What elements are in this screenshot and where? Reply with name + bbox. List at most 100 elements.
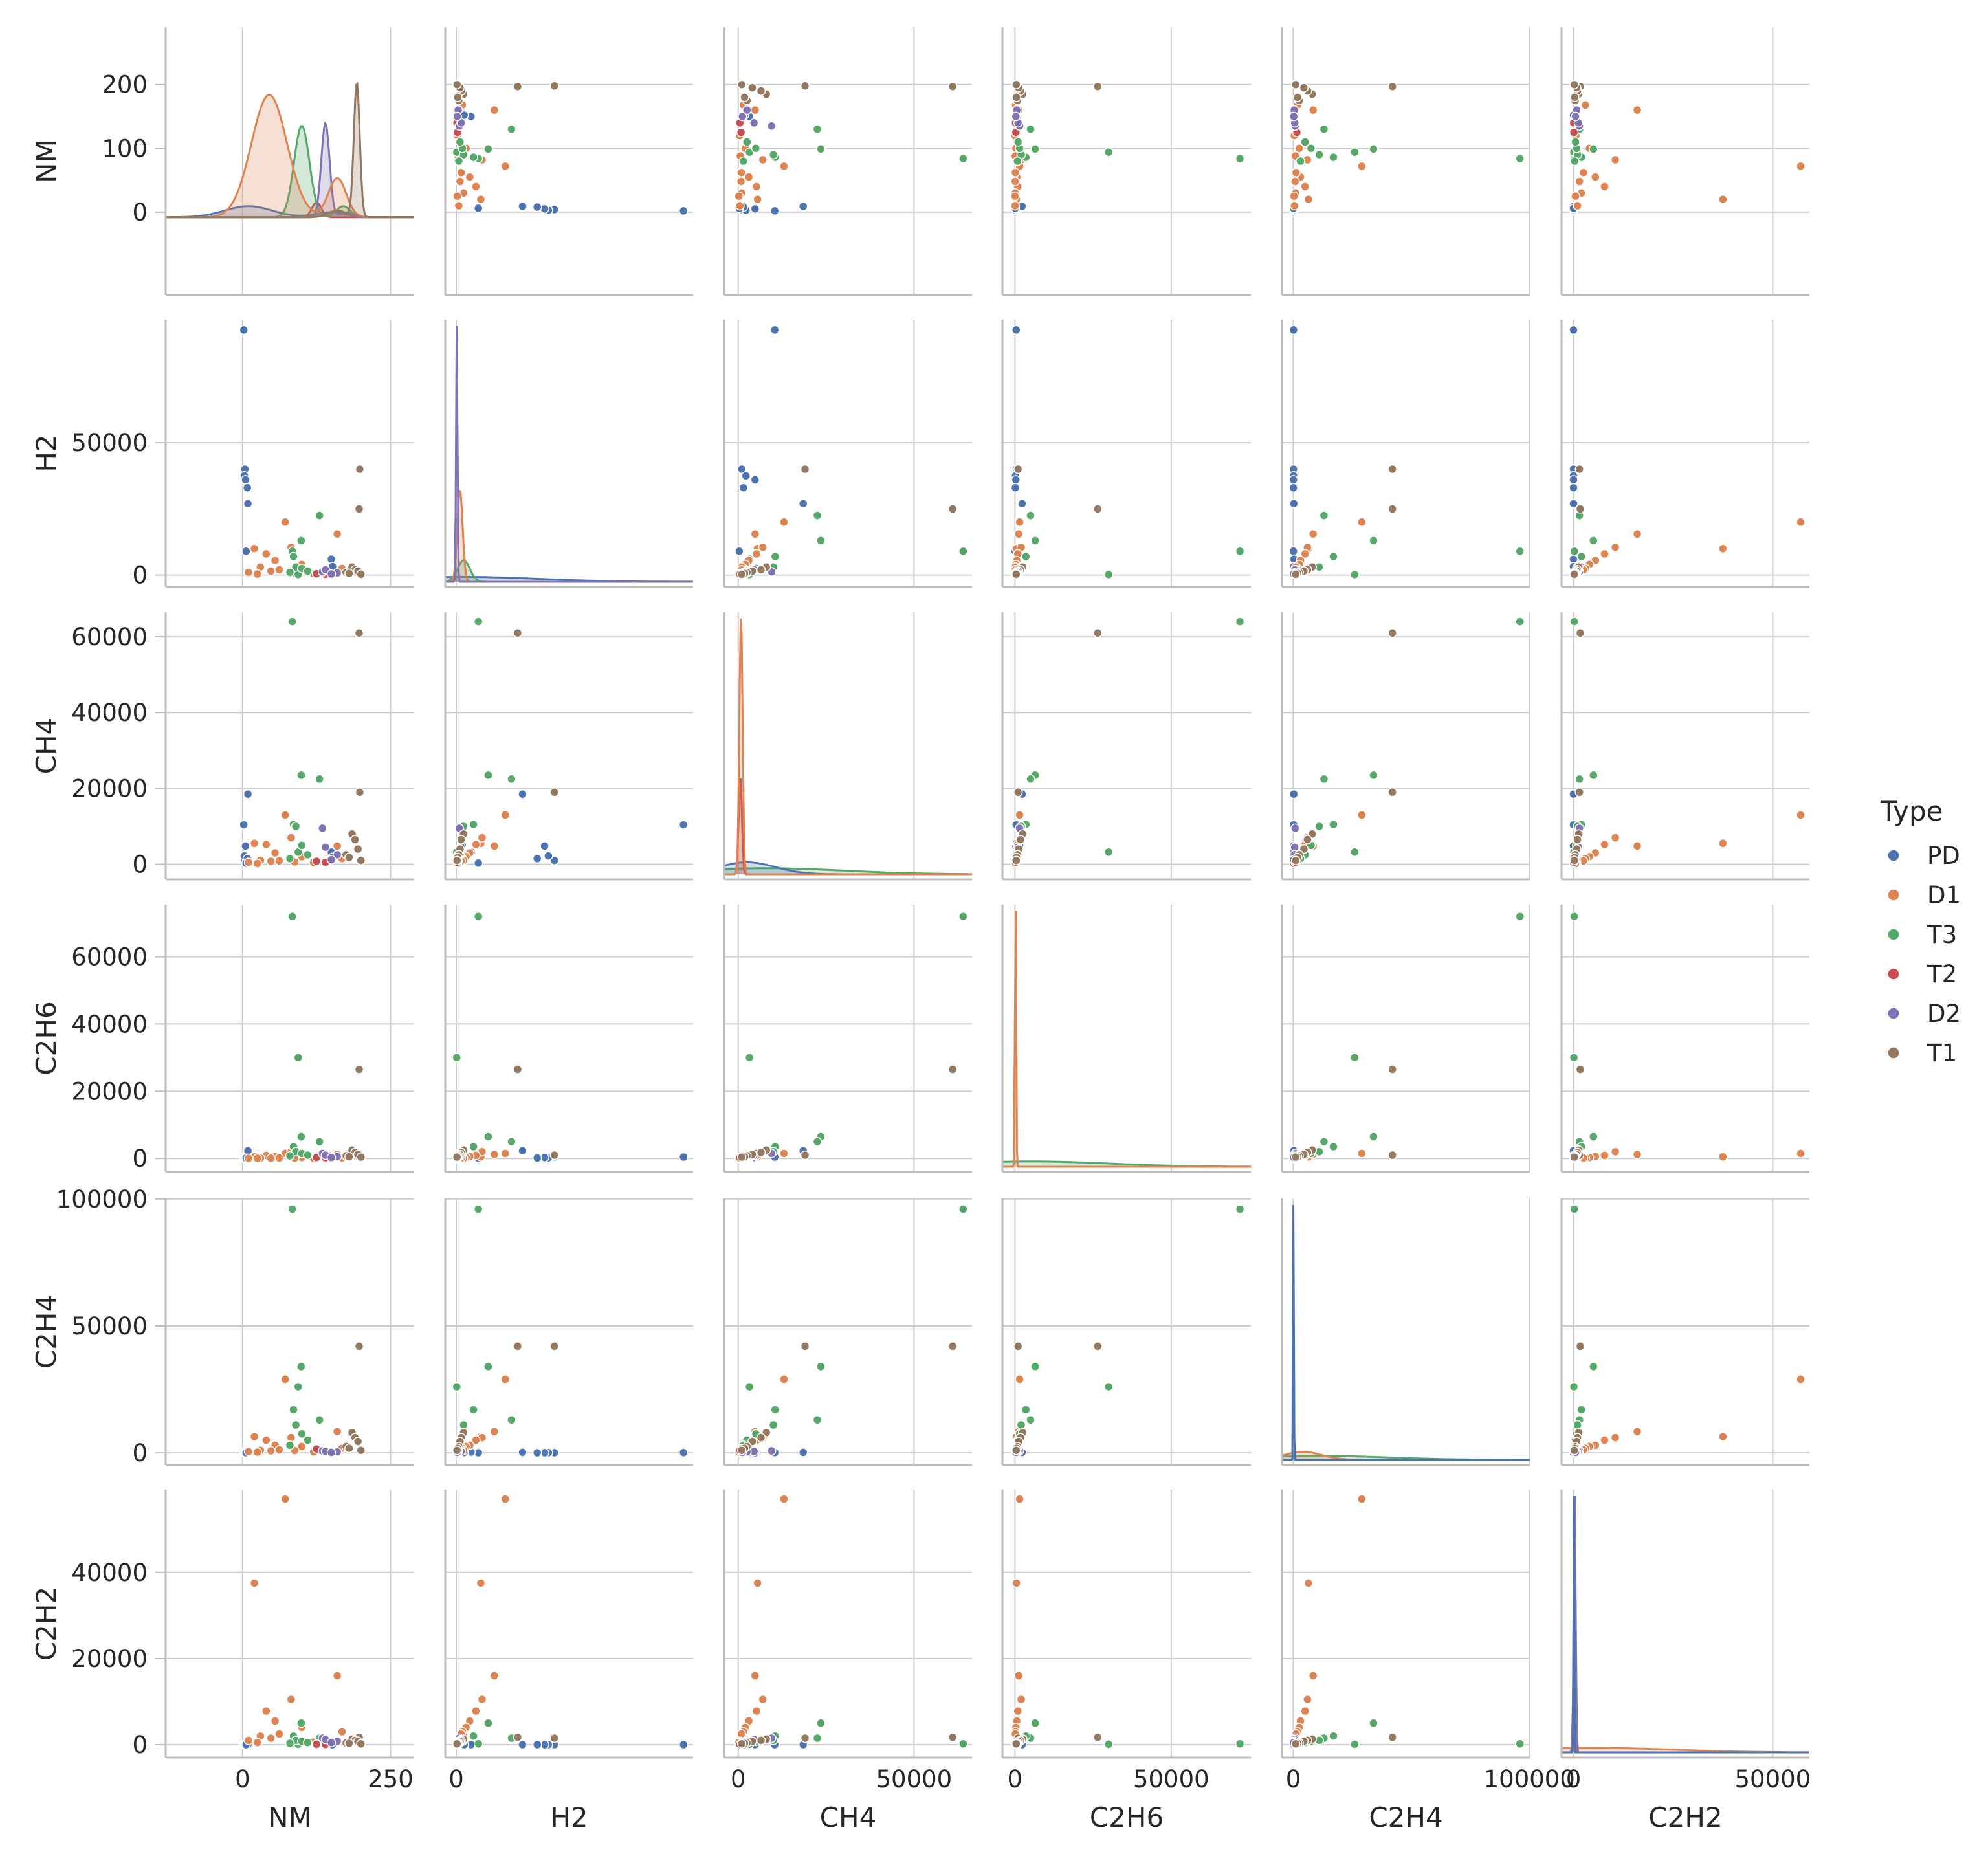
panel-NM-vs-NM xyxy=(164,27,414,296)
point-D1 xyxy=(1718,839,1728,848)
point-T1 xyxy=(344,1738,354,1749)
point-T3 xyxy=(1026,774,1035,784)
ytick-label-CH4: 40000 xyxy=(71,699,148,727)
point-D1 xyxy=(1610,833,1620,843)
point-T3 xyxy=(958,911,968,921)
point-T2 xyxy=(1569,127,1579,137)
point-T3 xyxy=(1569,546,1579,557)
point-T3 xyxy=(296,1362,306,1372)
point-D1 xyxy=(1013,1671,1024,1681)
point-T3 xyxy=(285,1151,295,1161)
panel-C2H6-vs-C2H2 xyxy=(1560,905,1809,1173)
xlabel-C2H4: C2H4 xyxy=(1369,1802,1442,1833)
panel-CH4-vs-C2H4 xyxy=(1281,612,1530,881)
point-T1 xyxy=(736,80,747,89)
point-T1 xyxy=(1575,1065,1585,1074)
point-D1 xyxy=(452,191,462,201)
panel-C2H2-vs-C2H2 xyxy=(1560,1490,1809,1759)
point-D1 xyxy=(274,856,284,866)
point-T3 xyxy=(768,149,779,160)
point-T3 xyxy=(958,1204,968,1214)
point-T1 xyxy=(756,1147,766,1158)
point-D1 xyxy=(750,105,760,115)
point-D1 xyxy=(1308,105,1318,115)
point-D1 xyxy=(337,1727,347,1737)
point-T1 xyxy=(756,86,766,96)
point-T3 xyxy=(1576,1405,1587,1415)
point-D1 xyxy=(266,566,276,576)
point-T1 xyxy=(736,569,747,579)
point-D1 xyxy=(1013,529,1024,539)
point-D1 xyxy=(779,161,789,171)
point-T1 xyxy=(1290,1739,1301,1749)
kde-fill-D1 xyxy=(724,619,972,874)
kde-line-D2 xyxy=(445,326,693,583)
point-T3 xyxy=(1030,1718,1040,1728)
xtick-label-C2H4: 100000 xyxy=(1484,1765,1575,1793)
point-T3 xyxy=(1235,546,1245,557)
point-D1 xyxy=(779,1374,789,1384)
ytick-label-CH4: 60000 xyxy=(71,623,148,651)
point-T1 xyxy=(1573,835,1582,844)
point-T3 xyxy=(816,144,826,154)
point-T1 xyxy=(1574,788,1584,797)
point-T3 xyxy=(1300,137,1310,147)
point-T3 xyxy=(483,770,493,780)
point-T1 xyxy=(456,835,466,844)
point-T3 xyxy=(1569,1382,1579,1392)
ytick-label-C2H2: 0 xyxy=(132,1731,148,1759)
xtick-label-NM: 0 xyxy=(235,1765,250,1793)
point-T1 xyxy=(513,82,523,91)
point-D1 xyxy=(1357,1149,1367,1158)
point-T1 xyxy=(344,852,354,863)
panel-C2H2-vs-NM xyxy=(164,1490,414,1759)
point-PD xyxy=(750,204,760,214)
xlabel-C2H6: C2H6 xyxy=(1090,1802,1164,1833)
point-D1 xyxy=(243,1153,254,1164)
point-T1 xyxy=(356,1152,366,1162)
point-T1 xyxy=(1387,1065,1397,1074)
panel-H2-vs-NM xyxy=(164,320,414,588)
point-PD xyxy=(1569,475,1578,485)
point-D1 xyxy=(1578,168,1589,177)
point-T1 xyxy=(1387,1150,1397,1160)
point-PD xyxy=(1288,475,1298,485)
point-D1 xyxy=(477,833,487,843)
point-T3 xyxy=(296,770,306,780)
point-T1 xyxy=(452,80,462,89)
xtick-label-C2H6: 50000 xyxy=(1133,1765,1209,1793)
point-D1 xyxy=(1580,100,1591,110)
point-T3 xyxy=(469,1405,478,1415)
point-T1 xyxy=(1387,628,1397,638)
point-D1 xyxy=(1300,1706,1310,1716)
point-T3 xyxy=(1012,156,1022,166)
point-D1 xyxy=(471,1435,481,1445)
point-T3 xyxy=(315,1136,324,1147)
point-PD xyxy=(532,854,542,864)
point-PD xyxy=(241,546,251,557)
point-D2 xyxy=(1290,823,1300,833)
point-D1 xyxy=(261,1706,271,1716)
point-T3 xyxy=(812,1136,823,1147)
point-T1 xyxy=(549,1150,559,1160)
point-T3 xyxy=(816,536,826,546)
point-T1 xyxy=(344,568,354,579)
point-T3 xyxy=(1515,617,1525,626)
point-T3 xyxy=(483,1362,493,1372)
point-T3 xyxy=(291,821,301,832)
legend-marker-T1 xyxy=(1887,1046,1900,1059)
point-D1 xyxy=(243,1736,254,1745)
point-T1 xyxy=(350,835,360,844)
point-T1 xyxy=(1299,83,1309,93)
panel-C2H2-vs-CH4 xyxy=(723,1490,972,1759)
point-T3 xyxy=(1573,1420,1582,1430)
legend-marker-D2 xyxy=(1887,1007,1900,1020)
point-PD xyxy=(518,1146,527,1156)
point-D1 xyxy=(1610,542,1620,552)
point-T1 xyxy=(1093,1341,1103,1351)
point-D1 xyxy=(1357,1494,1367,1504)
point-T3 xyxy=(1103,1739,1114,1749)
point-D1 xyxy=(249,1578,260,1588)
point-T3 xyxy=(454,156,464,166)
point-PD xyxy=(532,1739,542,1750)
